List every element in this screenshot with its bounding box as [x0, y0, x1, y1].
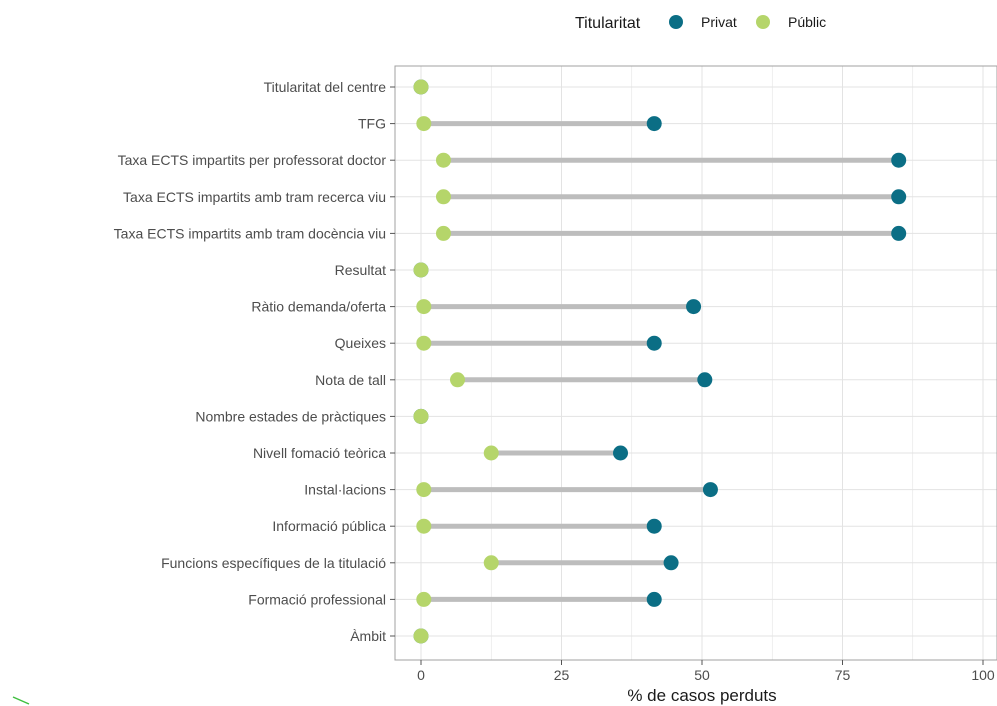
category-label: TFG	[358, 116, 386, 132]
grid	[395, 66, 997, 660]
x-tick-label: 25	[554, 667, 570, 683]
point-privat	[613, 445, 629, 461]
category-label: Ràtio demanda/oferta	[251, 299, 386, 315]
category-label: Informació pública	[272, 518, 386, 534]
category-label: Àmbit	[350, 628, 386, 644]
point-privat	[646, 335, 662, 351]
point-public	[416, 299, 432, 315]
point-public	[435, 189, 451, 205]
legend-swatch-privat	[669, 15, 683, 29]
x-tick-label: 50	[694, 667, 710, 683]
legend-swatch-public	[756, 15, 770, 29]
point-privat	[702, 482, 718, 498]
corner-mark	[12, 696, 30, 705]
category-label: Funcions específiques de la titulació	[161, 555, 386, 571]
category-label: Nombre estades de pràctiques	[195, 408, 386, 424]
point-public	[413, 262, 429, 278]
point-privat	[663, 555, 679, 571]
point-public	[416, 335, 432, 351]
category-label: Taxa ECTS impartits amb tram docència vi…	[114, 225, 386, 241]
x-axis-title: % de casos perduts	[627, 686, 776, 705]
plot-panel-border	[394, 65, 997, 661]
point-public	[435, 152, 451, 168]
category-label: Nivell fomació teòrica	[253, 445, 386, 461]
category-label: Resultat	[335, 262, 386, 278]
category-label: Instal·lacions	[304, 482, 386, 498]
point-privat	[697, 372, 713, 388]
category-label: Taxa ECTS impartits per professorat doct…	[118, 152, 387, 168]
x-tick-label: 100	[971, 667, 995, 683]
point-privat	[686, 299, 702, 315]
point-public	[416, 482, 432, 498]
legend-label-public: Públic	[788, 14, 826, 30]
point-public	[483, 445, 499, 461]
category-label: Titularitat del centre	[264, 79, 387, 95]
point-public	[416, 116, 432, 132]
point-privat	[891, 152, 907, 168]
x-tick-label: 0	[417, 667, 425, 683]
category-label: Nota de tall	[315, 372, 386, 388]
category-label: Formació professional	[248, 591, 386, 607]
point-public	[450, 372, 466, 388]
point-privat	[646, 518, 662, 534]
point-public	[483, 555, 499, 571]
point-privat	[646, 591, 662, 607]
category-label: Queixes	[335, 335, 386, 351]
point-public	[413, 628, 429, 644]
point-privat	[891, 189, 907, 205]
x-axis-ticks: 0 25 50 75 100	[417, 660, 995, 683]
point-public	[413, 79, 429, 95]
legend: Titularitat Privat Públic	[575, 14, 826, 32]
category-label: Taxa ECTS impartits amb tram recerca viu	[123, 189, 386, 205]
point-privat	[646, 116, 662, 132]
point-public	[413, 408, 429, 424]
category-labels: Titularitat del centre TFG Taxa ECTS impar…	[114, 79, 387, 644]
point-public	[435, 225, 451, 241]
points	[413, 79, 907, 644]
point-public	[416, 591, 432, 607]
legend-title: Titularitat	[575, 15, 641, 32]
y-axis-ticks	[390, 86, 395, 637]
legend-label-privat: Privat	[701, 14, 737, 30]
x-tick-label: 75	[835, 667, 851, 683]
point-public	[416, 518, 432, 534]
segments	[423, 121, 899, 602]
point-privat	[891, 225, 907, 241]
